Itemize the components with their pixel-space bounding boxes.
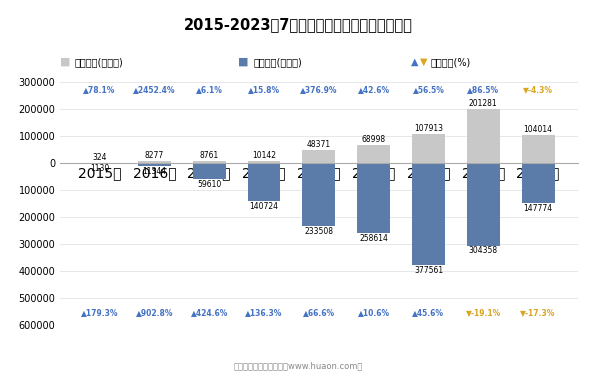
Text: ▲179.3%: ▲179.3% [81, 308, 119, 317]
Text: 8761: 8761 [200, 151, 219, 160]
Text: 59610: 59610 [197, 180, 221, 189]
Text: 出口总额(万美元): 出口总额(万美元) [74, 57, 123, 67]
Bar [467, 109, 499, 163]
Text: 201281: 201281 [469, 99, 498, 108]
Text: ▲136.3%: ▲136.3% [246, 308, 283, 317]
Text: ▼-17.3%: ▼-17.3% [520, 308, 556, 317]
Text: 48371: 48371 [307, 141, 331, 150]
Bar [247, 160, 281, 163]
Bar [412, 134, 445, 163]
Text: ▲15.8%: ▲15.8% [248, 85, 280, 94]
Bar [138, 161, 171, 163]
Bar [247, 163, 281, 201]
Text: ▲424.6%: ▲424.6% [191, 308, 228, 317]
Text: 制图：华经产业研究院（www.huaon.com）: 制图：华经产业研究院（www.huaon.com） [233, 361, 363, 370]
Bar [193, 161, 226, 163]
Text: ▼-19.1%: ▼-19.1% [465, 308, 501, 317]
Text: 8277: 8277 [145, 151, 164, 160]
Text: ▲56.5%: ▲56.5% [412, 85, 445, 94]
Bar [522, 163, 554, 203]
Text: ▲2452.4%: ▲2452.4% [133, 85, 176, 94]
Text: 10142: 10142 [252, 151, 276, 160]
Text: 104014: 104014 [524, 125, 552, 134]
Text: 2015-2023年7月舟山港综合保税区进、出口额: 2015-2023年7月舟山港综合保税区进、出口额 [184, 17, 412, 32]
Text: 11344: 11344 [142, 167, 166, 176]
Text: 同比增速(%): 同比增速(%) [430, 57, 471, 67]
Text: ▲6.1%: ▲6.1% [196, 85, 223, 94]
Bar [302, 150, 336, 163]
Text: ▲902.8%: ▲902.8% [136, 308, 173, 317]
Text: ▲376.9%: ▲376.9% [300, 85, 337, 94]
Text: ▼: ▼ [420, 57, 428, 67]
Text: 1130: 1130 [90, 165, 109, 174]
Text: ▲78.1%: ▲78.1% [83, 85, 116, 94]
Text: 324: 324 [92, 153, 107, 162]
Text: 233508: 233508 [305, 227, 333, 236]
Text: 140724: 140724 [250, 202, 278, 211]
Text: 258614: 258614 [359, 234, 388, 243]
Text: 377561: 377561 [414, 266, 443, 275]
Bar [302, 163, 336, 226]
Text: ▲66.6%: ▲66.6% [303, 308, 335, 317]
Bar [412, 163, 445, 265]
Bar [193, 163, 226, 180]
Bar [357, 163, 390, 233]
Text: ▲45.6%: ▲45.6% [412, 308, 445, 317]
Bar [522, 135, 554, 163]
Text: ▲42.6%: ▲42.6% [358, 85, 390, 94]
Text: ▲10.6%: ▲10.6% [358, 308, 390, 317]
Bar [138, 163, 171, 166]
Text: 147774: 147774 [523, 204, 552, 213]
Text: ■: ■ [60, 57, 70, 67]
Text: 107913: 107913 [414, 124, 443, 134]
Text: ▲: ▲ [411, 57, 419, 67]
Text: ▼-4.3%: ▼-4.3% [523, 85, 553, 94]
Text: 68998: 68998 [362, 135, 386, 144]
Text: 进口总额(万美元): 进口总额(万美元) [253, 57, 302, 67]
Text: 304358: 304358 [468, 246, 498, 255]
Text: ■: ■ [238, 57, 249, 67]
Text: ▲86.5%: ▲86.5% [467, 85, 499, 94]
Bar [357, 145, 390, 163]
Bar [467, 163, 499, 245]
